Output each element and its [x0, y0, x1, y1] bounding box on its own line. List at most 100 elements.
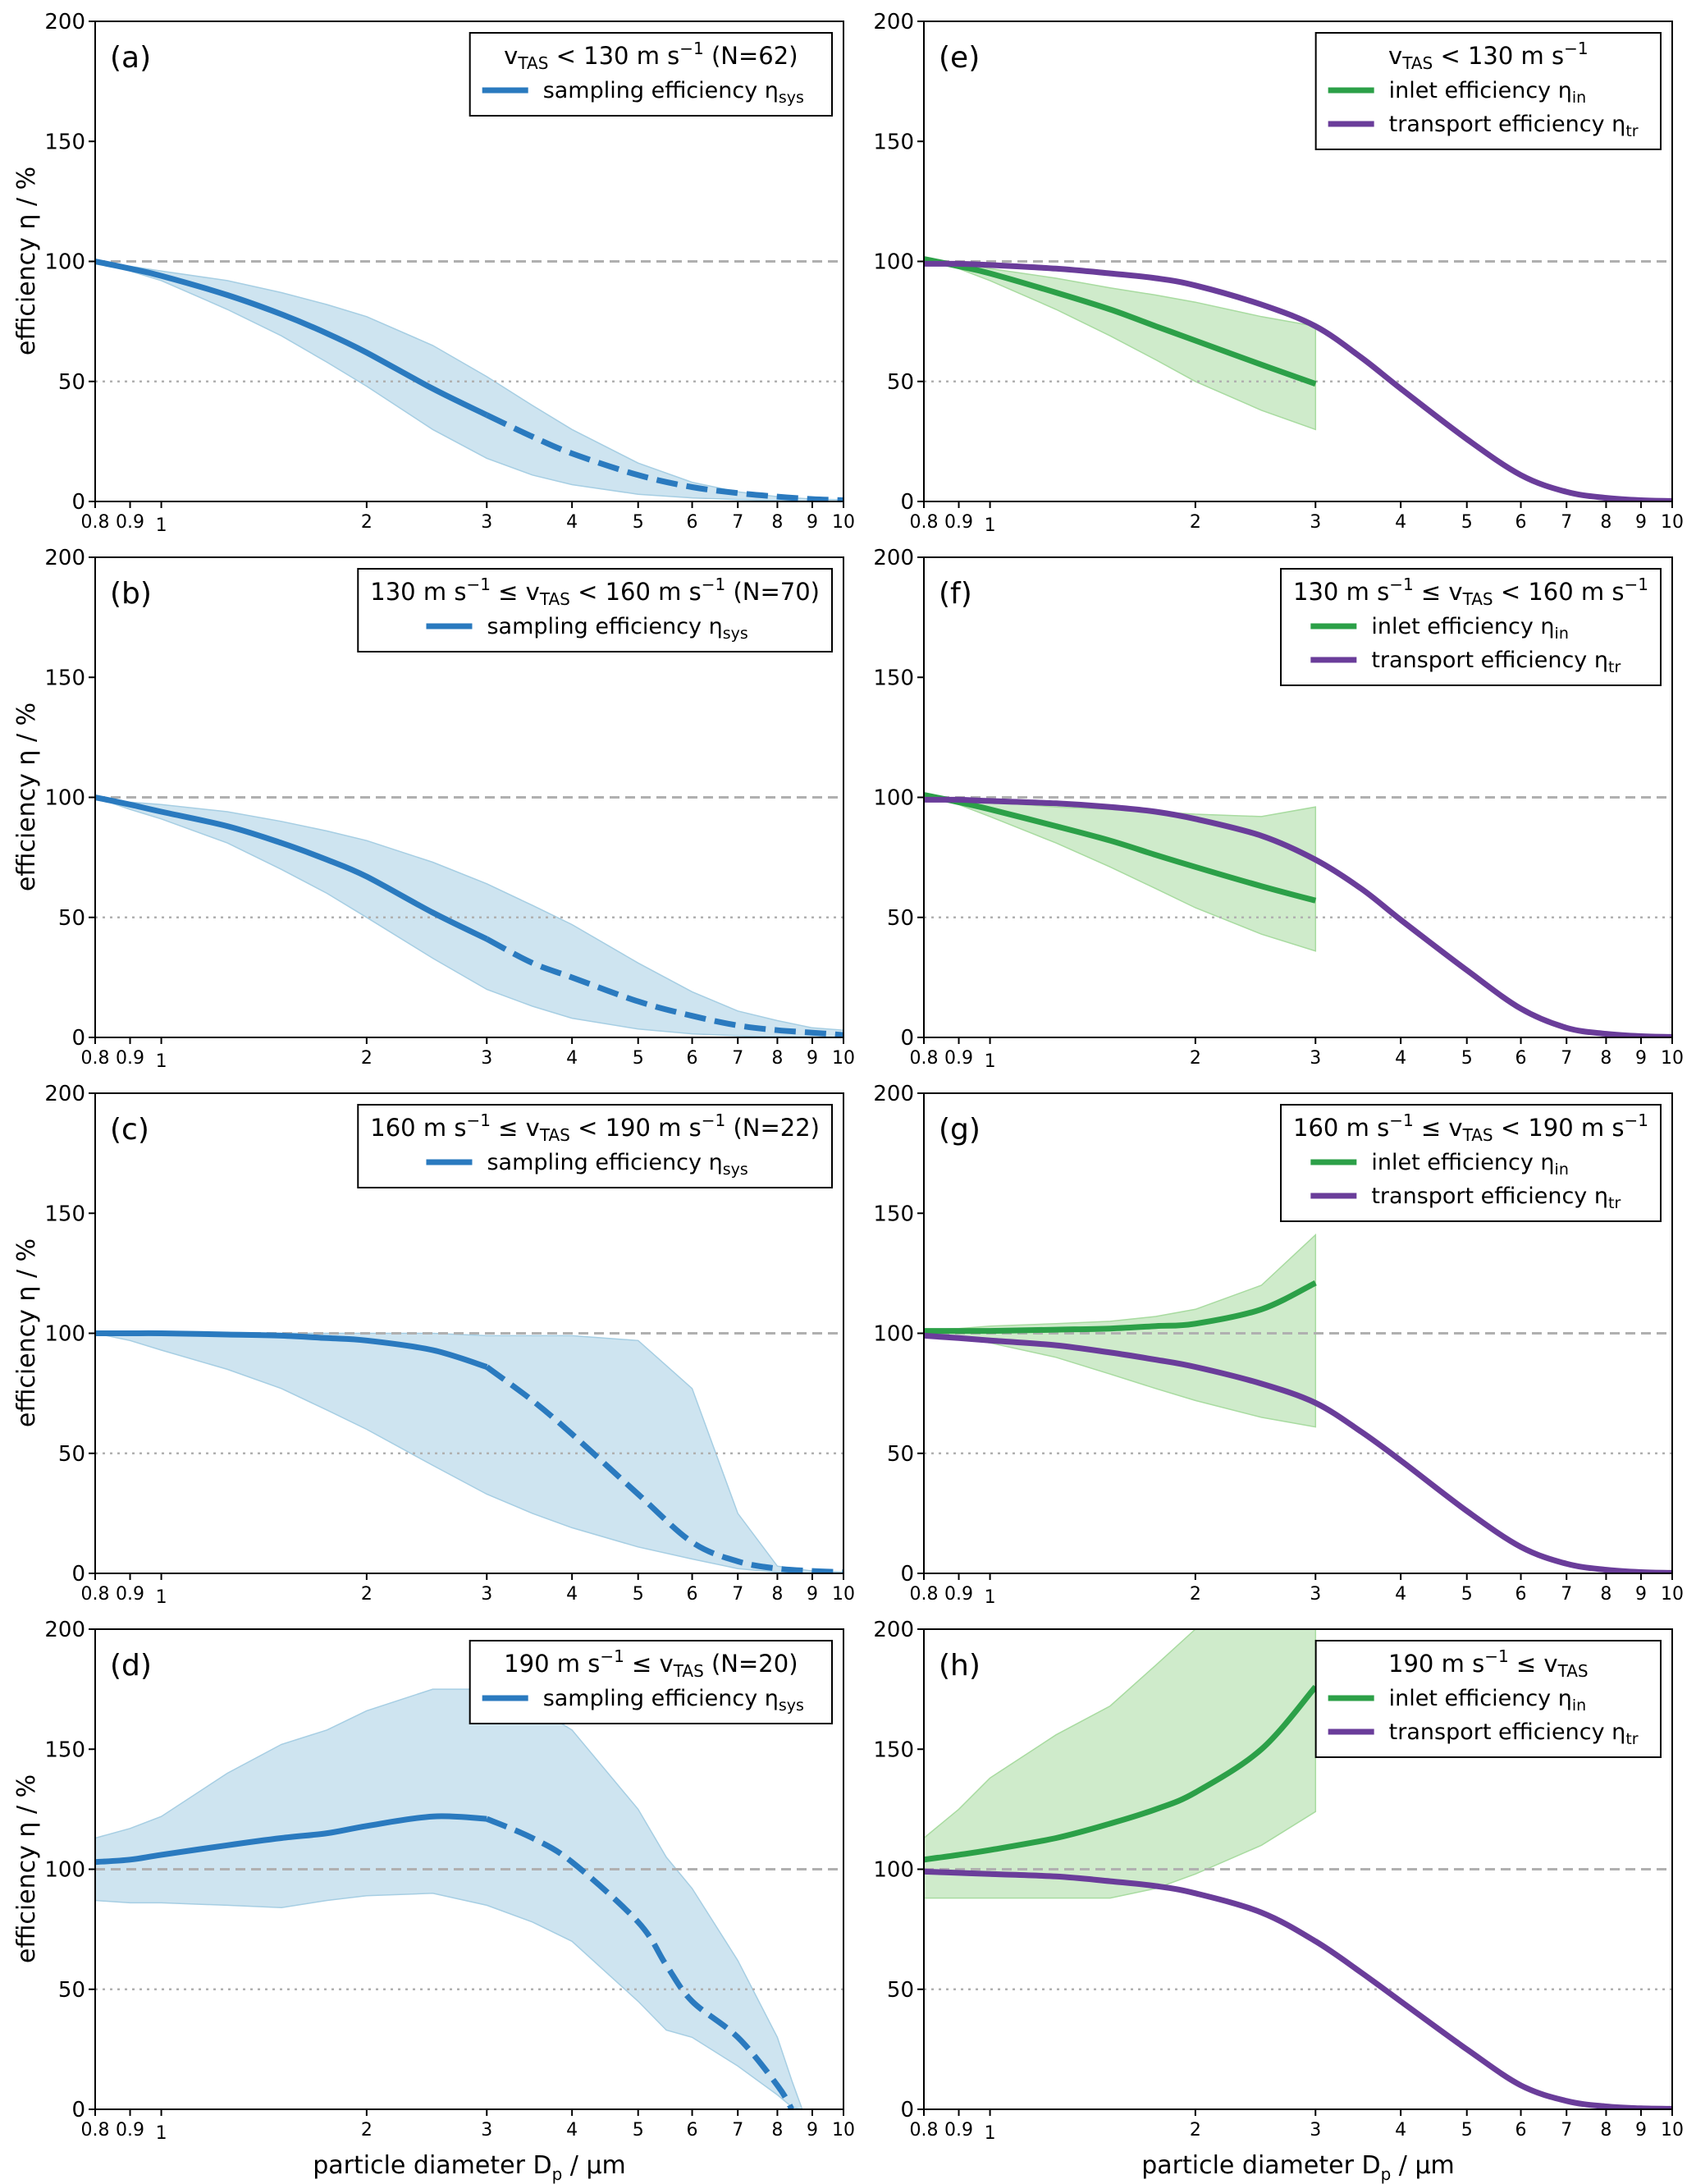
x-tick-label: 0.8 [910, 1584, 939, 1605]
x-tick-label: 1 [156, 515, 167, 536]
x-tick-label: 9 [1635, 1048, 1647, 1069]
uncertainty-band [95, 796, 843, 1037]
y-tick-label: 100 [873, 250, 914, 275]
y-tick-label: 150 [44, 1738, 85, 1762]
y-tick-label: 150 [44, 130, 85, 154]
y-tick-label: 150 [44, 1202, 85, 1226]
x-tick-label: 0.9 [944, 2120, 973, 2141]
y-tick-label: 50 [58, 1442, 85, 1467]
y-tick-label: 50 [58, 370, 85, 395]
x-tick-label: 6 [687, 1584, 698, 1605]
x-tick-label: 5 [633, 1584, 644, 1605]
y-axis-label: efficiency η / % [12, 1239, 41, 1427]
x-tick-label: 9 [807, 512, 818, 533]
x-tick-label: 4 [566, 1584, 578, 1605]
legend-box [357, 568, 833, 652]
x-tick-label: 0.9 [116, 1584, 144, 1605]
x-tick-label: 10 [1661, 1584, 1684, 1605]
y-tick-label: 200 [873, 546, 914, 570]
legend-title: 130 m s−1​ ≤ vTAS​ < 160 m s−1​ (N=70) [370, 575, 820, 609]
x-tick-label: 8 [1600, 1584, 1611, 1605]
panel-label: (e) [939, 41, 980, 75]
plot-area [95, 794, 843, 1037]
x-tick-label: 10 [832, 2120, 855, 2141]
legend-box [469, 1640, 833, 1724]
x-tick-label: 0.8 [81, 1584, 110, 1605]
legend-entry: transport efficiency ηtr [1389, 1719, 1639, 1748]
y-tick-label: 200 [44, 1618, 85, 1642]
x-tick-label: 4 [1395, 2120, 1406, 2141]
x-tick-label: 8 [1600, 2120, 1611, 2141]
x-tick-label: 0.8 [81, 1048, 110, 1069]
x-tick-label: 9 [1635, 512, 1647, 533]
plot-area [95, 1688, 843, 2109]
x-tick-label: 2 [1190, 512, 1201, 533]
y-tick-label: 0 [900, 1562, 914, 1586]
uncertainty-band [95, 260, 843, 501]
y-tick-label: 200 [873, 10, 914, 34]
series-line [924, 260, 1672, 501]
series-line [924, 792, 1317, 904]
y-tick-label: 0 [900, 490, 914, 515]
legend: vTAS​ < 130 m s−1​ inlet efficiency ηin tr… [1314, 32, 1662, 150]
y-tick-label: 50 [887, 906, 914, 931]
x-tick-label: 3 [1310, 1584, 1321, 1605]
series-line [924, 1868, 1672, 2109]
x-tick-label: 5 [633, 2120, 644, 2141]
legend-entry: sampling efficiency ηsys [543, 1686, 804, 1715]
legend: vTAS​ < 130 m s−1​ (N=62) sampling effici… [469, 32, 833, 117]
x-tick-label: 0.8 [910, 1048, 939, 1069]
legend-title: 130 m s−1​ ≤ vTAS​ < 160 m s−1​ [1293, 575, 1648, 609]
x-tick-label: 7 [1561, 1584, 1572, 1605]
y-axis-label: efficiency η / % [12, 1774, 41, 1963]
y-tick-label: 50 [887, 1442, 914, 1467]
legend-entry: transport efficiency ηtr [1371, 1184, 1621, 1212]
x-tick-label: 2 [1190, 1048, 1201, 1069]
panel-label: (h) [939, 1649, 981, 1683]
y-axis-label: efficiency η / % [12, 167, 41, 355]
x-tick-label: 4 [1395, 1584, 1406, 1605]
y-tick-label: 0 [71, 1026, 85, 1051]
x-tick-label: 0.9 [944, 1048, 973, 1069]
legend-entry: transport efficiency ηtr [1371, 648, 1621, 676]
x-tick-label: 8 [771, 1584, 783, 1605]
x-tick-label: 4 [1395, 512, 1406, 533]
y-tick-label: 50 [887, 1978, 914, 2003]
legend-entry: transport efficiency ηtr [1389, 112, 1639, 140]
x-tick-label: 7 [732, 1048, 743, 1069]
y-tick-label: 50 [58, 906, 85, 931]
x-tick-label: 8 [771, 512, 783, 533]
x-tick-label: 4 [566, 1048, 578, 1069]
panel-label: (d) [110, 1649, 152, 1683]
legend: 130 m s−1​ ≤ vTAS​ < 160 m s−1​ inlet eff… [1280, 568, 1662, 686]
legend-title: 160 m s−1​ ≤ vTAS​ < 190 m s−1​ [1293, 1110, 1648, 1145]
x-tick-label: 10 [1661, 2120, 1684, 2141]
panel-label: (a) [110, 41, 151, 75]
x-tick-label: 2 [361, 1584, 373, 1605]
series-line [924, 256, 1317, 387]
x-tick-label: 10 [832, 1048, 855, 1069]
y-tick-label: 0 [900, 1026, 914, 1051]
series-line [924, 1684, 1318, 1863]
x-tick-label: 8 [1600, 1048, 1611, 1069]
x-tick-label: 7 [732, 1584, 743, 1605]
legend: 160 m s−1​ ≤ vTAS​ < 190 m s−1​ (N=22) sa… [357, 1104, 833, 1188]
x-tick-label: 1 [985, 515, 996, 536]
series-line-dashed [485, 1364, 843, 1573]
y-tick-label: 200 [44, 1082, 85, 1106]
panel-label: (f) [939, 577, 972, 611]
plot-area [95, 259, 843, 501]
y-tick-label: 0 [71, 2098, 85, 2122]
legend-entry: inlet efficiency ηin [1389, 1686, 1587, 1715]
legend-title: 190 m s−1​ ≤ vTAS​ [1388, 1646, 1589, 1681]
x-tick-label: 10 [832, 512, 855, 533]
x-tick-label: 6 [687, 1048, 698, 1069]
x-tick-label: 9 [807, 1048, 818, 1069]
y-tick-label: 100 [873, 786, 914, 811]
x-tick-label: 2 [361, 2120, 373, 2141]
uncertainty-band [95, 1688, 803, 2109]
x-tick-label: 6 [1515, 2120, 1527, 2141]
